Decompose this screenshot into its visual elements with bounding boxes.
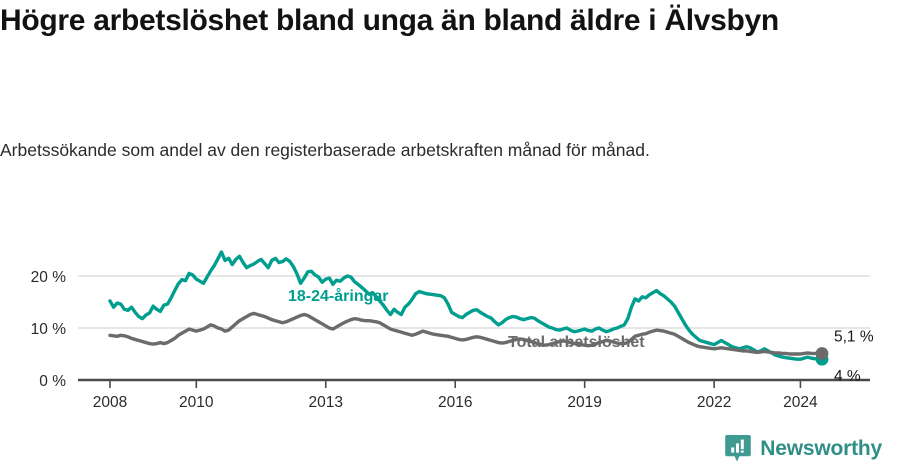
y-axis-tick-label: 10 % (31, 321, 67, 338)
series-annotation-total: Total arbetslöshet (508, 334, 645, 351)
series-end-value-young: 4 % (834, 368, 861, 385)
page-subtitle: Arbetssökande som andel av den registerb… (0, 140, 650, 160)
x-axis-tick-label: 2022 (697, 394, 731, 411)
series-annotation-young: 18-24-åringar (288, 287, 389, 305)
x-axis-tick-label: 2013 (309, 394, 343, 411)
brand-name-label: Newsworthy (760, 437, 882, 460)
x-axis-tick-label: 2019 (567, 394, 601, 411)
x-axis-tick-label: 2010 (179, 394, 214, 411)
newsworthy-brand: Newsworthy (725, 434, 882, 464)
page-title: Högre arbetslöshet bland unga än bland ä… (0, 4, 779, 37)
series-end-marker-total (815, 347, 829, 360)
series-line-total (108, 311, 824, 356)
series-line-young (108, 250, 824, 361)
x-axis-tick-label: 2024 (783, 394, 818, 411)
y-axis-tick-label: 0 % (39, 373, 66, 390)
newsworthy-bar-chart-bubble-icon (725, 435, 752, 462)
x-axis-tick-label: 2016 (438, 394, 472, 411)
x-axis-tick-label: 2008 (93, 394, 127, 411)
y-axis-tick-label: 20 % (31, 269, 67, 286)
line-chart: 0 % 10 % 20 % 2008 2010 2013 2016 2019 2022 2024 4… (0, 228, 900, 418)
series-end-value-total: 5,1 % (834, 328, 874, 345)
chart-footer: Newsworthy (0, 430, 900, 474)
chart-canvas: 0 % 10 % 20 % 2008 2010 2013 2016 2019 2022 2024 4… (31, 250, 874, 411)
